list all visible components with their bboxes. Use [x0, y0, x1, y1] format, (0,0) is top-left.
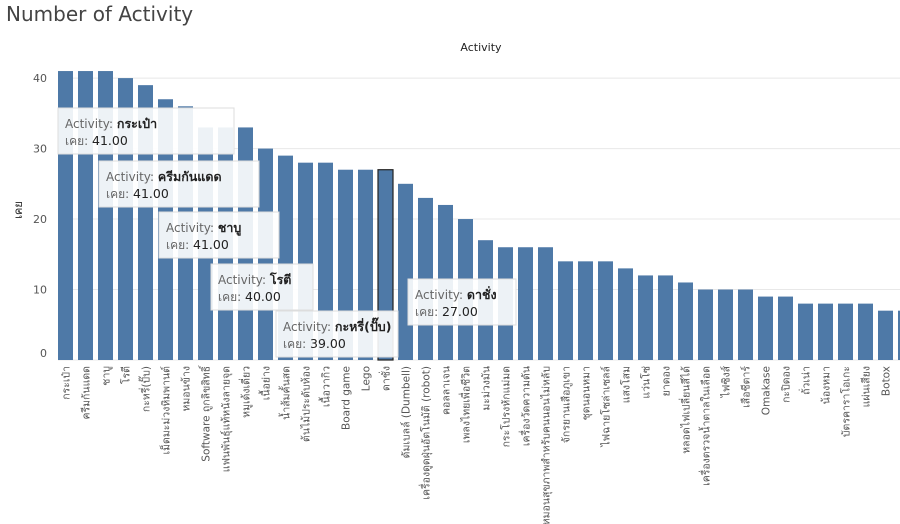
x-tick-label: ไฟฉายโซล่าเซลล์	[600, 366, 613, 448]
tooltip-activity: Activity: ครีมกันแดด	[106, 169, 222, 184]
x-tick-label: เสือชีตาร์	[740, 366, 753, 408]
tooltip-activity: Activity: โรตี	[218, 272, 291, 287]
y-tick-label: 30	[33, 143, 47, 156]
bar[interactable]	[398, 183, 413, 360]
y-tick-label: 10	[33, 284, 47, 297]
bar[interactable]	[878, 310, 893, 360]
bar[interactable]	[518, 247, 533, 360]
x-tick-label: กะหรี่(ปั๊บ)	[138, 366, 153, 412]
tooltip: Activity: โรตีเคย: 40.00	[210, 263, 314, 311]
y-tick-label: 20	[33, 213, 47, 226]
x-tick-label: แผ่นเสียง	[860, 366, 873, 407]
x-tick-label: เม็ดมะม่วงหิมพานต์	[159, 366, 173, 455]
bar[interactable]	[778, 296, 793, 360]
x-tick-label: ชุดนอนหมา	[581, 366, 593, 420]
bar[interactable]	[798, 303, 813, 360]
x-tick-label: น้องหมา	[821, 366, 833, 404]
bar[interactable]	[558, 261, 573, 360]
x-tick-label: เนื้อวากิว	[319, 366, 333, 407]
tooltip-value: เคย: 41.00	[106, 186, 169, 201]
bar[interactable]	[858, 303, 873, 360]
x-tick-label: กระโปรงหักแม่มด	[500, 366, 513, 447]
bar[interactable]	[538, 247, 553, 360]
x-tick-label: น้ำส้มคั้นสด	[279, 366, 293, 420]
bar[interactable]	[578, 261, 593, 360]
tooltip-value: เคย: 40.00	[218, 289, 281, 304]
x-tick-label: Omakase	[761, 366, 773, 415]
x-tick-label: แสงโสม	[620, 366, 633, 403]
x-tick-label: ครีมกันแดด	[80, 366, 93, 420]
x-tick-label: Board game	[341, 366, 353, 430]
tooltip: Activity: ชาบูเคย: 41.00	[158, 211, 280, 259]
bar[interactable]	[678, 282, 693, 360]
x-tick-label: เนื้อย่าง	[259, 366, 273, 400]
x-tick-label: ดัมเบลล์ (Dumbell)	[400, 366, 413, 458]
x-tick-label: หมอนสุขภาพสำหรับคนนอนไม่หลับ	[540, 366, 553, 524]
y-axis: 0 10 20 30 40	[33, 72, 47, 360]
x-tick-label: เครื่องดูดฝุ่นอัตโนมัติ (robot)	[419, 366, 433, 500]
bar[interactable]	[698, 289, 713, 360]
y-tick-label: 40	[33, 72, 47, 85]
x-tick-label: เครื่องวัดความดัน	[519, 366, 533, 446]
bar[interactable]	[838, 303, 853, 360]
bar[interactable]	[818, 303, 833, 360]
bar[interactable]	[598, 261, 613, 360]
x-tick-label: Botox	[881, 366, 893, 396]
y-tick-label: 0	[40, 347, 47, 360]
tooltip-background	[158, 211, 280, 259]
x-tick-label: หลอดไฟเปลี่ยนสีได้	[679, 366, 693, 454]
x-tick-label: แว่นโซ่	[640, 366, 653, 399]
x-axis: กระเป๋า ครีมกันแดด ชาบู โรตี กะหรี่(ปั๊บ) เม็…	[61, 364, 893, 524]
x-tick-label: ยาดอง	[661, 366, 673, 396]
x-tick-label: กะปิดอง	[781, 366, 793, 403]
x-tick-label: โรตี	[120, 366, 133, 384]
tooltip: Activity: กะหรี่(ปั๊บ) เคย: 39.00	[275, 310, 399, 358]
x-tick-label: Software ถูกลิขสิทธิ์	[198, 364, 213, 461]
chart-title: Activity	[460, 41, 502, 54]
x-tick-label: หมอนข้าง	[181, 366, 193, 412]
x-tick-label: Lego	[361, 366, 373, 391]
y-axis-title: เคย	[12, 201, 25, 219]
x-tick-label: ไฟซิงส์	[720, 365, 733, 398]
tooltip-background	[57, 107, 235, 155]
tooltip-value: เคย: 41.00	[65, 133, 128, 148]
x-tick-label: ดาชั่ง	[379, 366, 393, 391]
bar[interactable]	[618, 268, 633, 360]
bar[interactable]	[738, 289, 753, 360]
bar[interactable]	[898, 310, 900, 360]
tooltip-background	[407, 278, 517, 326]
x-tick-label: หมูเด้งเดี่ยว	[239, 366, 253, 418]
tooltip-value: เคย: 27.00	[415, 304, 478, 319]
tooltip-background	[98, 160, 260, 208]
x-tick-label: ต้นไม้ประดับห้อง	[300, 366, 313, 442]
tooltip-value: เคย: 41.00	[166, 237, 229, 252]
tooltip-activity: Activity: ชาบู	[166, 220, 241, 236]
bar[interactable]	[758, 296, 773, 360]
bar[interactable]	[718, 289, 733, 360]
bar[interactable]	[638, 275, 653, 360]
page-title: Number of Activity	[6, 2, 194, 26]
x-tick-label: แฟนพันธุ์แท้หนังลายจุด	[220, 366, 233, 472]
tooltip-activity: Activity: ดาชั่ง	[415, 286, 497, 302]
x-tick-label: ชาบู	[101, 366, 113, 386]
x-tick-label: ถั่วเน่า	[799, 366, 813, 395]
x-tick-label: บัตรคาราโอเกะ	[840, 366, 853, 437]
x-tick-label: กระเป๋า	[61, 366, 73, 400]
tooltip-background	[210, 263, 314, 311]
x-tick-label: คอลลาเจน	[441, 366, 453, 415]
bar[interactable]	[658, 275, 673, 360]
tooltip-value: เคย: 39.00	[283, 336, 346, 351]
x-tick-label: มะม่วงมัน	[481, 366, 493, 411]
x-tick-label: จักรยานเสือภูเขา	[560, 366, 573, 443]
x-tick-label: เครื่องตรวจน้ำตาลในเลือด	[699, 366, 713, 486]
tooltip-background	[275, 310, 399, 358]
x-tick-label: เพลงไทยเพื่อชีวิต	[459, 366, 473, 443]
tooltip-activity: Activity: กะหรี่(ปั๊บ)	[283, 317, 391, 334]
tooltip-activity: Activity: กระเป๋า	[65, 116, 157, 131]
